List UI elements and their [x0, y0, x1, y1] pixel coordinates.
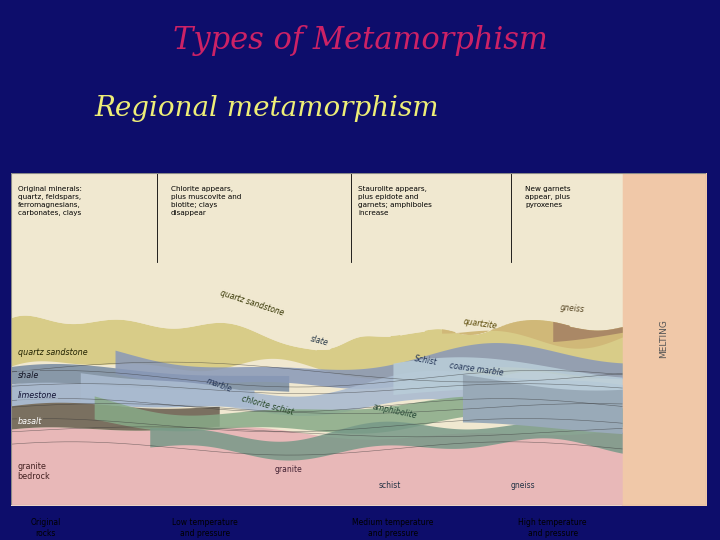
- Text: Types of Metamorphism: Types of Metamorphism: [173, 25, 547, 56]
- Text: schist: schist: [379, 481, 402, 490]
- Text: shale: shale: [18, 371, 39, 380]
- Text: More
Uplift: More Uplift: [594, 382, 629, 406]
- Text: granite
bedrock: granite bedrock: [18, 462, 50, 481]
- Text: limestone: limestone: [18, 391, 57, 400]
- Text: quartz sandstone: quartz sandstone: [18, 348, 87, 356]
- Text: chlorite schist: chlorite schist: [240, 395, 294, 417]
- Text: New garnets
appear, plus
pyroxenes: New garnets appear, plus pyroxenes: [525, 186, 570, 208]
- Text: Schist: Schist: [414, 355, 438, 367]
- Text: Chlorite appears,
plus muscovite and
biotite; clays
disappear: Chlorite appears, plus muscovite and bio…: [171, 186, 241, 216]
- Text: basalt: basalt: [18, 417, 42, 427]
- Text: Low temperature
and pressure: Low temperature and pressure: [173, 518, 238, 538]
- Text: granite: granite: [275, 465, 302, 474]
- Text: MELTING: MELTING: [660, 320, 668, 358]
- Text: Regional metamorphism: Regional metamorphism: [94, 94, 438, 122]
- Text: quartzite: quartzite: [462, 317, 498, 331]
- Text: marble: marble: [205, 376, 234, 394]
- Text: coarse marble: coarse marble: [449, 361, 504, 377]
- Text: gneiss: gneiss: [559, 303, 585, 314]
- Text: Original
rocks: Original rocks: [30, 518, 60, 538]
- Text: quartz sandstone: quartz sandstone: [220, 288, 285, 318]
- Text: High temperature
and pressure: High temperature and pressure: [518, 518, 587, 538]
- Text: Original minerals:
quartz, feldspars,
ferromagnesians,
carbonates, clays: Original minerals: quartz, feldspars, fe…: [18, 186, 82, 216]
- Text: Staurolite appears,
plus epidote and
garnets; amphiboles
increase: Staurolite appears, plus epidote and gar…: [359, 186, 432, 216]
- Text: amphibolite: amphibolite: [372, 402, 418, 421]
- Text: gneiss: gneiss: [511, 481, 536, 490]
- Text: slate: slate: [310, 334, 330, 348]
- Text: Medium temperature
and pressure: Medium temperature and pressure: [352, 518, 433, 538]
